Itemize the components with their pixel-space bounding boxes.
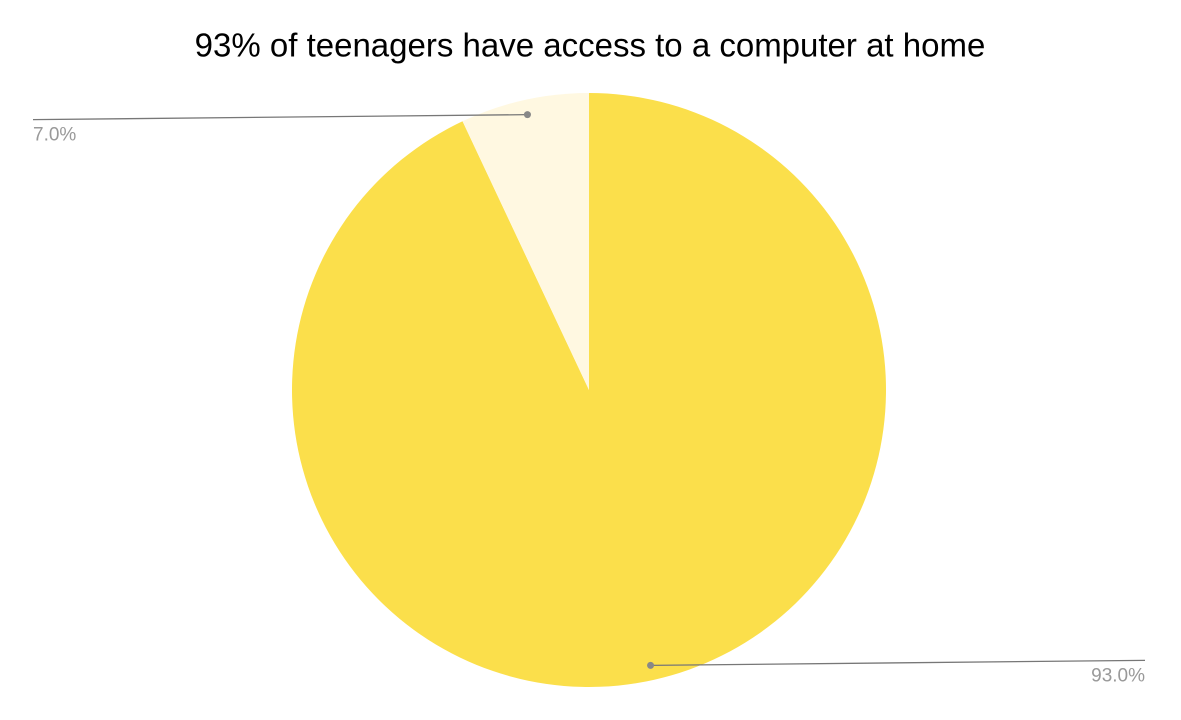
leader-line [32,113,528,121]
leader-dot [647,661,655,669]
value-label: 93.0% [1091,665,1145,686]
pie-slice [462,93,589,390]
chart-title: 93% of teenagers have access to a comput… [195,27,986,64]
leader-line [650,659,1146,667]
leader-dot [523,111,531,119]
value-label: 7.0% [33,125,76,146]
